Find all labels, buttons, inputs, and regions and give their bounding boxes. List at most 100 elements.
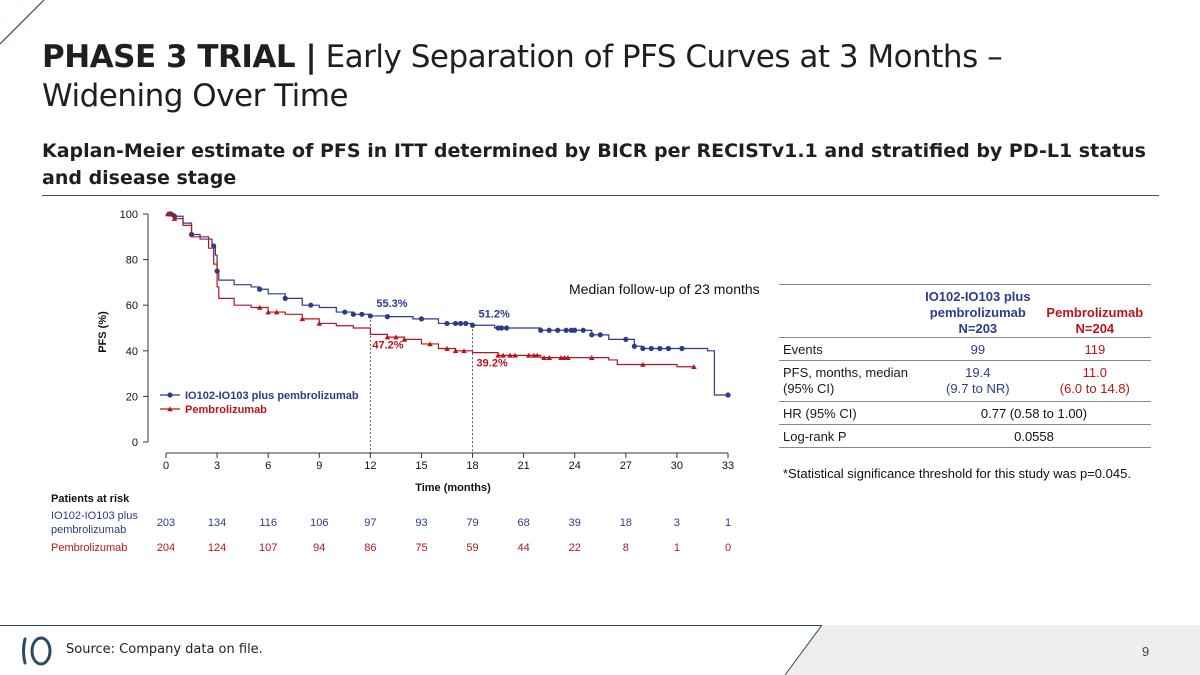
censor-mark-1: [495, 352, 501, 358]
risk-count: 3: [674, 517, 680, 529]
legend-label: IO102-IO103 plus pembrolizumab: [185, 390, 359, 402]
censor-mark-1: [534, 352, 541, 358]
censor-mark-0: [546, 327, 552, 333]
censor-mark-0: [308, 302, 314, 308]
footer-source: Source: Company data on file.: [66, 642, 263, 657]
x-tick-label: 6: [265, 460, 271, 472]
risk-row-label: Pembrolizumab: [51, 542, 127, 554]
footer-band: [0, 625, 1200, 675]
results-header-empty: [779, 284, 917, 338]
results-cell-logrank: 0.0558: [917, 424, 1151, 448]
censor-mark-0: [563, 327, 569, 333]
significance-footnote: *Statistical significance threshold for …: [783, 466, 1131, 481]
censor-mark-0: [597, 332, 603, 338]
censor-mark-0: [350, 311, 356, 317]
censor-mark-1: [401, 336, 408, 342]
censor-mark-1: [461, 348, 467, 354]
risk-count: 124: [208, 542, 226, 554]
risk-count: 1: [725, 517, 731, 529]
censor-mark-0: [359, 311, 365, 317]
risk-count: 106: [310, 517, 328, 529]
legend-marker: [167, 392, 173, 398]
risk-table-title: Patients at risk: [51, 493, 130, 505]
risk-count: 0: [725, 542, 731, 554]
results-header-pem-line2: N=204: [1075, 321, 1115, 336]
censor-mark-1: [166, 211, 173, 217]
risk-count: 107: [259, 542, 277, 554]
results-cell-io: 99: [917, 337, 1039, 361]
results-row-logrank: Log-rank P 0.0558: [779, 424, 1151, 448]
corner-decoration: [0, 0, 45, 45]
y-tick-label: 0: [132, 437, 138, 449]
risk-count: 97: [364, 517, 376, 529]
censor-mark-0: [640, 345, 646, 352]
x-tick-label: 12: [364, 460, 376, 472]
results-cell-io-median: 19.4: [965, 365, 991, 380]
censor-mark-0: [463, 320, 469, 327]
risk-count: 44: [518, 542, 530, 554]
censor-mark-0: [367, 313, 373, 319]
legend-label: Pembrolizumab: [185, 404, 267, 416]
censor-mark-1: [256, 304, 263, 310]
percent-annotation: 51.2%: [479, 308, 510, 320]
censor-mark-1: [565, 355, 571, 360]
company-logo-icon: [22, 636, 52, 666]
results-cell-pem-ci: (6.0 to 14.8): [1059, 381, 1130, 396]
risk-count: 79: [466, 517, 478, 529]
censor-mark-1: [525, 352, 532, 358]
results-label-line2: (95% CI): [783, 381, 835, 396]
censor-mark-0: [679, 345, 685, 352]
censor-mark-0: [572, 327, 578, 333]
censor-mark-0: [657, 345, 663, 352]
results-label: PFS, months, median (95% CI): [779, 360, 917, 402]
risk-count: 204: [157, 542, 175, 554]
censor-mark-0: [580, 327, 586, 333]
censor-mark-1: [299, 316, 306, 322]
censor-mark-0: [384, 314, 390, 320]
censor-mark-0: [538, 327, 544, 333]
censor-mark-0: [631, 343, 637, 349]
censor-mark-1: [265, 309, 271, 315]
x-tick-label: 18: [466, 460, 478, 472]
risk-count: 203: [157, 517, 175, 529]
censor-mark-1: [588, 355, 595, 360]
results-cell-io: 19.4 (9.7 to NR): [917, 360, 1039, 402]
x-tick-label: 24: [569, 460, 581, 472]
y-tick-label: 20: [126, 391, 138, 403]
y-tick-label: 40: [126, 346, 138, 358]
page-title-rest: Early Separation of PFS Curves at 3 Mont…: [42, 39, 1003, 114]
percent-annotation: 39.2%: [477, 358, 508, 370]
results-label: HR (95% CI): [779, 401, 917, 425]
risk-count: 93: [415, 517, 427, 529]
results-table-wrap: IO102-IO103 plus pembrolizumab N=203 Pem…: [779, 284, 1151, 448]
censor-mark-1: [546, 355, 552, 360]
risk-count: 68: [518, 517, 530, 529]
results-header-io-line1: IO102-IO103 plus: [925, 289, 1031, 304]
results-cell-pem: 119: [1038, 337, 1151, 361]
title-divider: [42, 195, 1159, 196]
risk-count: 8: [623, 542, 629, 554]
risk-count: 116: [259, 517, 277, 529]
y-tick-label: 60: [126, 300, 138, 312]
page-number: 9: [1142, 644, 1150, 659]
censor-mark-1: [691, 364, 697, 370]
censor-mark-0: [469, 322, 476, 328]
censor-mark-1: [427, 341, 433, 347]
results-cell-pem-median: 11.0: [1082, 365, 1107, 380]
results-cell-hr: 0.77 (0.58 to 1.00): [917, 401, 1151, 425]
censor-mark-1: [452, 348, 459, 354]
risk-count: 22: [569, 542, 581, 554]
censor-mark-1: [507, 352, 513, 358]
x-tick-label: 3: [214, 460, 220, 472]
censor-mark-1: [512, 352, 518, 358]
censor-mark-0: [418, 316, 425, 322]
x-tick-label: 9: [316, 460, 322, 472]
percent-annotation: 47.2%: [372, 339, 403, 351]
results-label-line1: PFS, months, median: [783, 365, 908, 380]
results-cell-pem: 11.0 (6.0 to 14.8): [1038, 360, 1151, 402]
risk-count: 59: [466, 542, 478, 554]
risk-row-label: pembrolizumab: [51, 524, 126, 536]
risk-count: 18: [620, 517, 632, 529]
chart-subtitle: Kaplan-Meier estimate of PFS in ITT dete…: [42, 140, 1146, 189]
